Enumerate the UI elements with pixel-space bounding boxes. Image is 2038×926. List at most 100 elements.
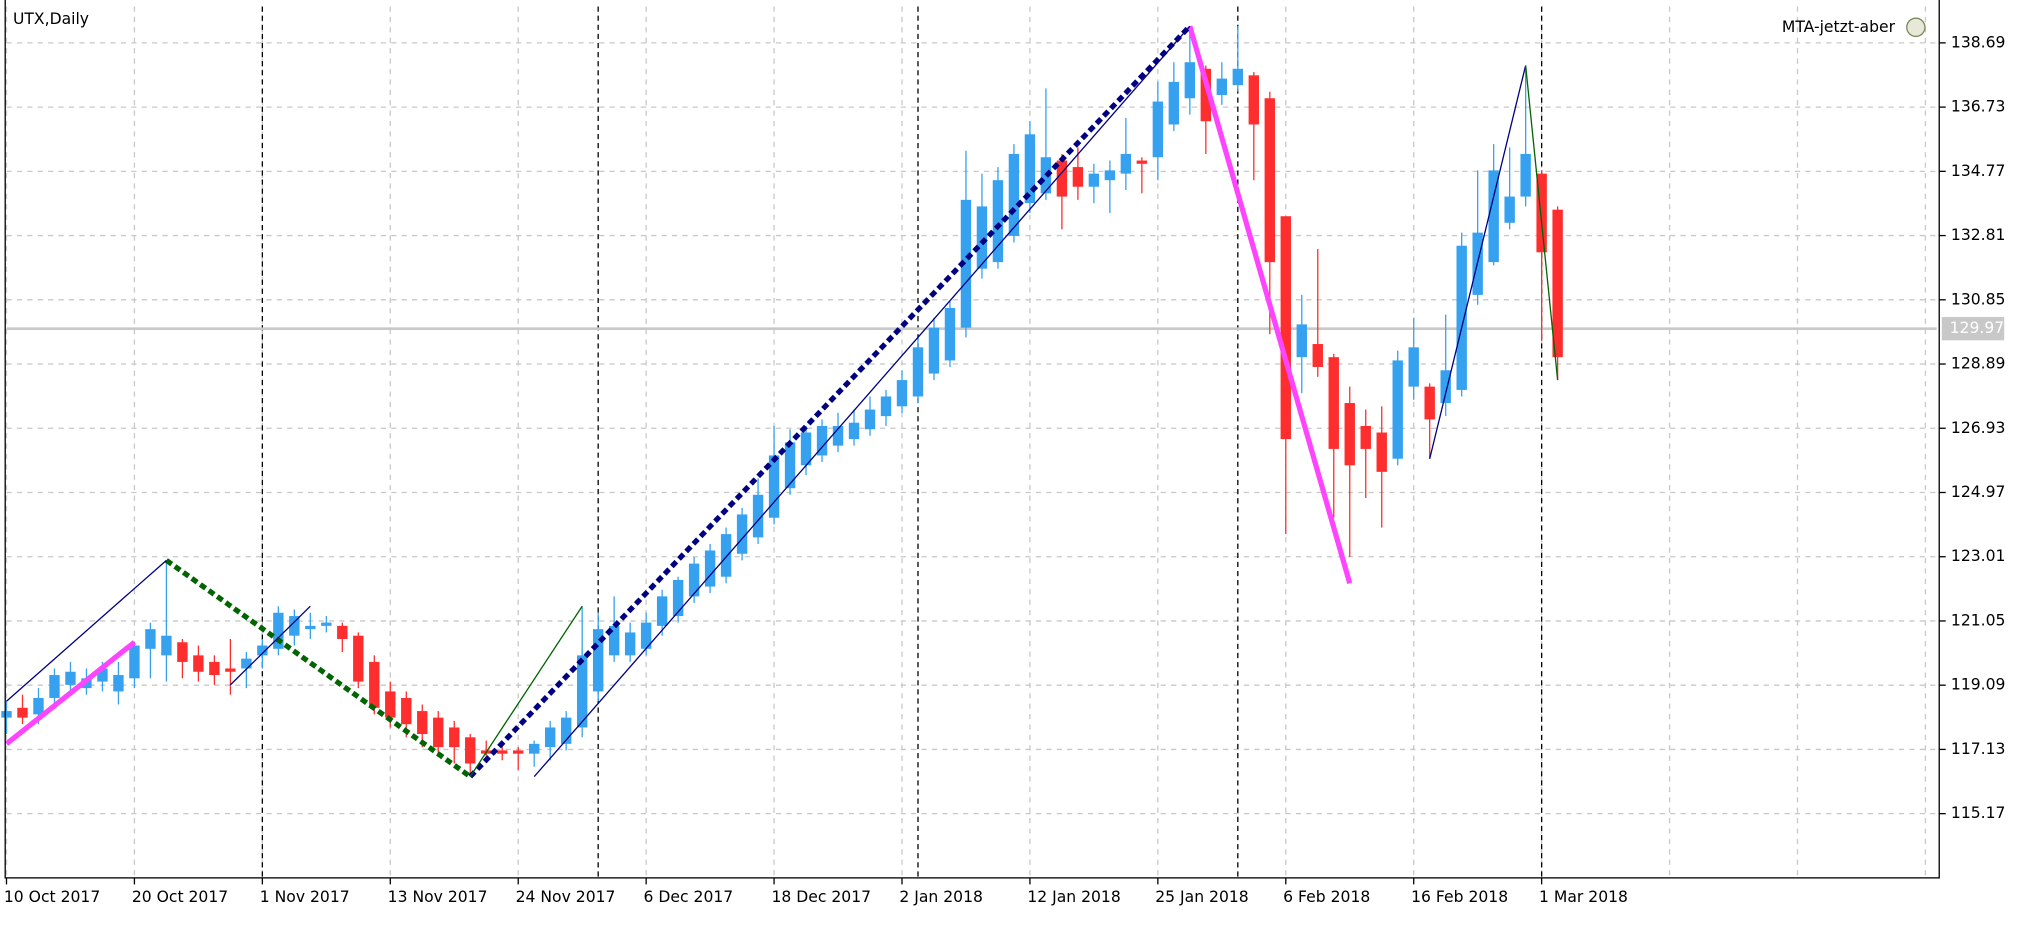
- candle-body: [880, 396, 892, 417]
- last-price-label: 129.97: [1950, 319, 2005, 337]
- candle-body: [992, 180, 1004, 263]
- candle-body: [768, 455, 780, 518]
- candle-body: [1088, 173, 1100, 187]
- candle-body: [1056, 160, 1068, 197]
- candle-body: [209, 661, 220, 676]
- candle-body: [449, 727, 460, 748]
- candle-body: [369, 661, 380, 708]
- candle-body: [65, 671, 76, 685]
- x-tick-label: 13 Nov 2017: [388, 888, 488, 906]
- candle-body: [193, 655, 204, 672]
- grid: [5, 6, 1937, 878]
- candle-body: [1, 711, 12, 718]
- candle-body: [257, 645, 268, 656]
- candle-body: [225, 668, 236, 672]
- candle-body: [1504, 196, 1515, 223]
- x-tick-label: 6 Feb 2018: [1283, 888, 1370, 906]
- candle-body: [289, 616, 300, 636]
- candle-body: [305, 625, 316, 630]
- trend-line: [468, 24, 1192, 779]
- candle-body: [624, 632, 636, 656]
- candle-body: [1440, 370, 1451, 404]
- plot: [1, 24, 1563, 779]
- candle-body: [688, 563, 700, 597]
- candle-body: [1296, 324, 1307, 358]
- x-tick-label: 6 Dec 2017: [644, 888, 734, 906]
- candle-body: [1152, 101, 1164, 158]
- candle-body: [385, 691, 396, 718]
- candle-body: [1552, 209, 1563, 358]
- candle-body: [401, 697, 412, 725]
- plot-frame: [4, 0, 1940, 879]
- candle-body: [1232, 68, 1244, 86]
- candle-body: [529, 743, 540, 754]
- candle-body: [1216, 78, 1228, 95]
- candle-body: [1488, 170, 1499, 263]
- trend-line: [469, 605, 583, 777]
- y-tick-label: 124.97: [1951, 483, 2006, 501]
- x-tick-label: 12 Jan 2018: [1027, 888, 1120, 906]
- y-tick-label: 128.89: [1951, 355, 2006, 373]
- candle-body: [592, 629, 604, 692]
- candle-body: [273, 612, 284, 649]
- candle-body: [912, 347, 924, 397]
- chart-title: UTX,Daily: [13, 10, 89, 28]
- candle-body: [1008, 153, 1020, 236]
- candle-body: [944, 307, 956, 361]
- candle-body: [784, 442, 796, 489]
- y-tick-label: 117.13: [1951, 740, 2006, 758]
- y-tick-label: 123.01: [1951, 547, 2006, 565]
- candle-body: [1024, 134, 1036, 204]
- candle-body: [1424, 386, 1435, 420]
- candle-body: [417, 711, 428, 735]
- axes: 115.17 117.13 119.09 121.05 123.01 124.97 126.…: [4, 33, 2006, 906]
- candle-body: [17, 707, 28, 718]
- candle-body: [1456, 245, 1467, 390]
- candle-body: [1248, 75, 1260, 125]
- trend-line: [1187, 25, 1353, 584]
- candle-body: [321, 622, 332, 626]
- candle-body: [864, 409, 876, 430]
- y-tick-label: 136.73: [1951, 98, 2006, 116]
- y-tick-label: 134.77: [1951, 162, 2006, 180]
- candle-body: [1168, 81, 1180, 125]
- y-tick-label: 115.17: [1951, 804, 2006, 822]
- y-tick-label: 130.85: [1951, 290, 2006, 308]
- trend-line: [229, 605, 311, 686]
- candle-body: [1280, 216, 1291, 440]
- candle-body: [129, 645, 140, 679]
- x-tick-label: 1 Mar 2018: [1539, 888, 1628, 906]
- candle-body: [49, 675, 60, 698]
- trend-line: [1429, 65, 1527, 459]
- candle-body: [656, 596, 668, 626]
- trend-line: [4, 640, 137, 746]
- candle-body: [1520, 153, 1531, 197]
- candle-body: [1360, 425, 1371, 449]
- trend-line: [533, 25, 1191, 778]
- candle-body: [608, 625, 620, 656]
- candle-body: [1376, 432, 1387, 472]
- candle-body: [241, 658, 252, 669]
- x-tick-label: 25 Jan 2018: [1155, 888, 1248, 906]
- candle-body: [928, 327, 940, 374]
- candle-body: [1536, 173, 1547, 253]
- candle-body: [1136, 160, 1148, 164]
- candle-body: [145, 629, 156, 649]
- candle-body: [560, 717, 572, 744]
- candle-body: [800, 432, 812, 466]
- x-tick-label: 1 Nov 2017: [260, 888, 350, 906]
- candle-body: [848, 422, 860, 440]
- candle-body: [544, 727, 556, 748]
- indicator-label: MTA-jetzt-aber: [1782, 18, 1896, 36]
- x-tick-label: 20 Oct 2017: [132, 888, 228, 906]
- candle-body: [1328, 357, 1339, 449]
- candle-body: [1264, 98, 1275, 263]
- candle-body: [576, 655, 588, 728]
- x-tick-label: 24 Nov 2017: [516, 888, 616, 906]
- candle-body: [513, 750, 524, 754]
- indicator-icon: [1906, 17, 1926, 38]
- y-tick-label: 138.69: [1951, 33, 2006, 51]
- candle-body: [1072, 167, 1084, 187]
- candle-body: [736, 514, 748, 554]
- candle-body: [1120, 153, 1132, 174]
